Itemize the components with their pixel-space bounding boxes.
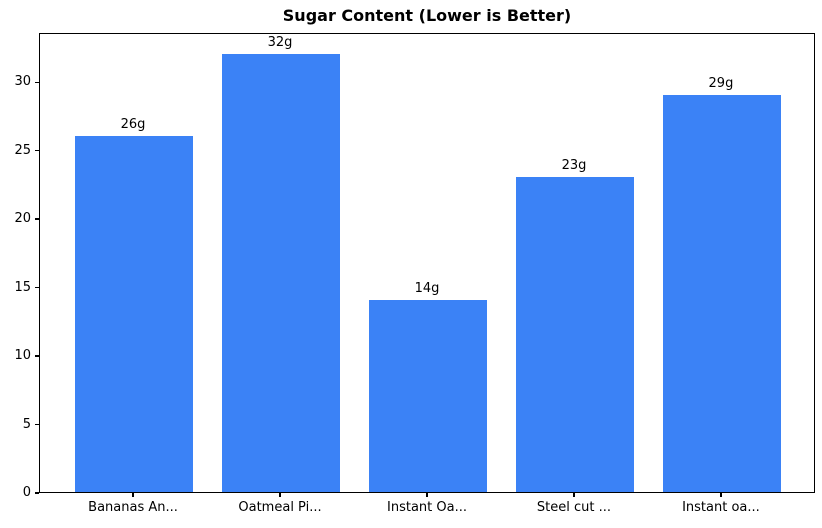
y-tick-mark [35, 218, 39, 220]
bar [222, 53, 340, 492]
y-tick-label: 5 [22, 416, 31, 432]
bar [516, 177, 634, 492]
bar [369, 300, 487, 492]
bar-value-label: 32g [267, 34, 293, 50]
bar-value-label: 26g [120, 117, 146, 133]
y-tick-mark [35, 492, 39, 494]
bar [75, 136, 193, 492]
y-tick-mark [35, 423, 39, 426]
y-tick-label: 0 [22, 485, 31, 500]
y-tick-label: 20 [14, 211, 31, 227]
y-tick-label: 25 [14, 142, 31, 158]
x-tick-label: Bananas An... [88, 500, 178, 515]
x-tick-mark [720, 493, 722, 497]
y-tick-label: 30 [14, 74, 31, 90]
chart-title: Sugar Content (Lower is Better) [282, 6, 572, 25]
y-tick-mark [35, 286, 39, 289]
y-tick-mark [35, 355, 39, 357]
y-tick-mark [35, 81, 39, 83]
y-tick-label: 15 [14, 279, 31, 295]
x-tick-label: Oatmeal Pi... [238, 500, 322, 515]
bar [663, 94, 781, 492]
x-tick-label: Instant oa... [682, 500, 760, 515]
bar-value-label: 23g [561, 158, 587, 174]
plot-area [39, 33, 815, 493]
x-tick-label: Instant Oa... [387, 500, 467, 515]
bar-value-label: 29g [708, 75, 734, 91]
y-tick-label: 10 [14, 348, 31, 364]
bar-value-label: 14g [414, 281, 440, 297]
x-tick-mark [132, 493, 134, 497]
x-tick-mark [279, 493, 281, 497]
x-tick-label: Steel cut ... [536, 500, 612, 515]
y-tick-mark [35, 150, 39, 152]
x-tick-mark [426, 493, 428, 497]
x-tick-mark [573, 493, 575, 497]
